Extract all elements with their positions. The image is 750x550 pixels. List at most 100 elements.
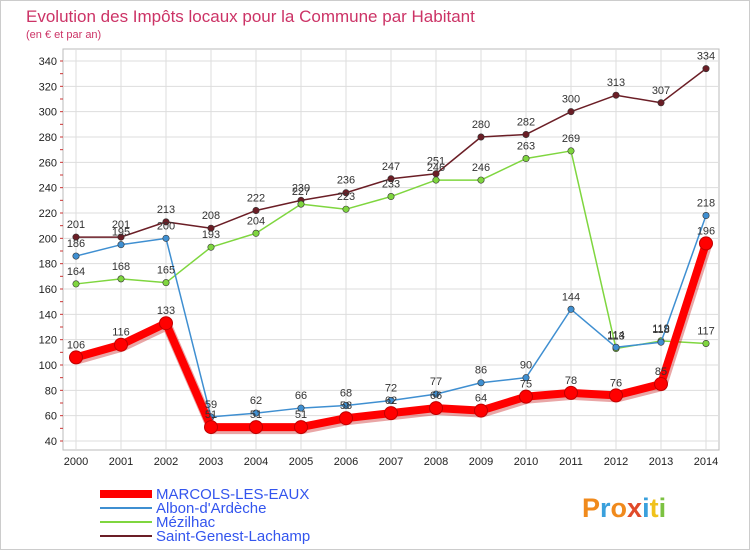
y-tick-label: 120 (39, 335, 57, 347)
data-label: 164 (67, 266, 85, 278)
data-label: 313 (607, 77, 625, 89)
series-point-2 (477, 176, 485, 184)
series-point-0 (609, 388, 623, 403)
series-point-2 (252, 229, 260, 237)
y-tick-label: 280 (39, 132, 57, 144)
y-tick-label: 260 (39, 157, 57, 169)
series-point-0 (384, 406, 398, 421)
series-point-0 (114, 337, 128, 352)
data-label: 106 (67, 339, 85, 351)
data-label: 86 (475, 365, 487, 377)
data-label: 227 (292, 186, 310, 198)
data-label: 119 (652, 323, 670, 335)
data-label: 77 (430, 376, 442, 388)
logo-letter: o (611, 493, 628, 523)
series-point-2 (72, 280, 80, 288)
series-point-3 (522, 130, 530, 138)
x-tick-label: 2011 (559, 456, 583, 468)
series-point-3 (252, 206, 260, 214)
data-label: 246 (427, 162, 445, 174)
axes: 40 60 80 100 120 140 160 180 200 220 240 260 280 300 3… (39, 56, 719, 468)
logo-letter: i (642, 493, 650, 523)
series-point-2 (162, 279, 170, 287)
data-label: 66 (295, 390, 307, 402)
series-point-2 (702, 339, 710, 347)
series-point-2 (297, 200, 305, 208)
series-point-2 (522, 155, 530, 163)
series-point-3 (567, 108, 575, 116)
logo-letter: P (582, 493, 600, 523)
data-label: 51 (205, 409, 217, 421)
x-tick-label: 2002 (154, 456, 178, 468)
series-lines (69, 65, 713, 435)
y-tick-label: 100 (39, 360, 57, 372)
series-point-1 (162, 234, 170, 242)
data-label: 201 (112, 219, 130, 231)
logo-letter: r (600, 493, 611, 523)
data-label: 263 (517, 141, 535, 153)
data-label: 133 (157, 305, 175, 317)
data-label: 233 (382, 179, 400, 191)
data-label: 117 (697, 325, 715, 337)
x-tick-label: 2007 (379, 456, 403, 468)
x-tick-label: 2005 (289, 456, 313, 468)
series-point-1 (612, 343, 620, 351)
x-tick-label: 2013 (649, 456, 673, 468)
series-point-3 (477, 133, 485, 141)
series-point-3 (72, 233, 80, 241)
x-tick-label: 2001 (109, 456, 133, 468)
series-point-1 (432, 390, 440, 398)
series-point-3 (162, 218, 170, 226)
data-label: 236 (337, 175, 355, 187)
data-labels: 201 201 213 208 222 230 236 247 251 280 282 300 313 3… (67, 51, 715, 421)
y-tick-label: 340 (39, 56, 57, 68)
data-label: 113 (607, 331, 625, 343)
x-tick-label: 2003 (199, 456, 223, 468)
series-point-2 (117, 275, 125, 283)
logo-letter: x (627, 493, 642, 523)
data-label: 307 (652, 85, 670, 97)
data-label: 118 (652, 324, 670, 336)
data-label: 222 (247, 192, 265, 204)
data-label: 223 (337, 191, 355, 203)
data-label: 269 (562, 133, 580, 145)
data-label: 62 (250, 395, 262, 407)
series-point-1 (252, 409, 260, 417)
data-label: 334 (697, 51, 715, 63)
y-tick-label: 60 (45, 411, 57, 423)
y-tick-label: 220 (39, 208, 57, 220)
x-tick-label: 2014 (694, 456, 718, 468)
series-point-1 (342, 402, 350, 410)
data-label: 51 (250, 409, 262, 421)
data-label: 208 (202, 210, 220, 222)
x-tick-label: 2012 (604, 456, 628, 468)
legend-label: Albon-d'Ardèche (156, 500, 266, 517)
data-label: 62 (385, 395, 397, 407)
legend: MARCOLS-LES-EAUXAlbon-d'ArdècheMézilhacS… (100, 486, 310, 545)
series-point-1 (657, 338, 665, 346)
series-point-0 (249, 420, 263, 435)
data-label: 204 (247, 215, 265, 227)
data-label: 300 (562, 94, 580, 106)
y-tick-label: 300 (39, 107, 57, 119)
data-label: 251 (427, 156, 445, 168)
x-tick-label: 2009 (469, 456, 493, 468)
y-tick-label: 200 (39, 233, 57, 245)
logo-text: Proxiti (582, 493, 666, 523)
grid-lines (62, 48, 720, 451)
data-label: 144 (562, 291, 580, 303)
series-point-3 (117, 233, 125, 241)
series-point-0 (69, 350, 83, 365)
x-tick-label: 2008 (424, 456, 448, 468)
series-point-0 (699, 236, 713, 251)
data-label: 201 (67, 219, 85, 231)
y-tick-label: 240 (39, 183, 57, 195)
data-label: 213 (157, 204, 175, 216)
series-point-1 (117, 241, 125, 249)
data-label: 218 (697, 198, 715, 210)
data-label: 72 (385, 382, 397, 394)
data-label: 165 (157, 265, 175, 277)
data-label: 58 (340, 400, 352, 412)
